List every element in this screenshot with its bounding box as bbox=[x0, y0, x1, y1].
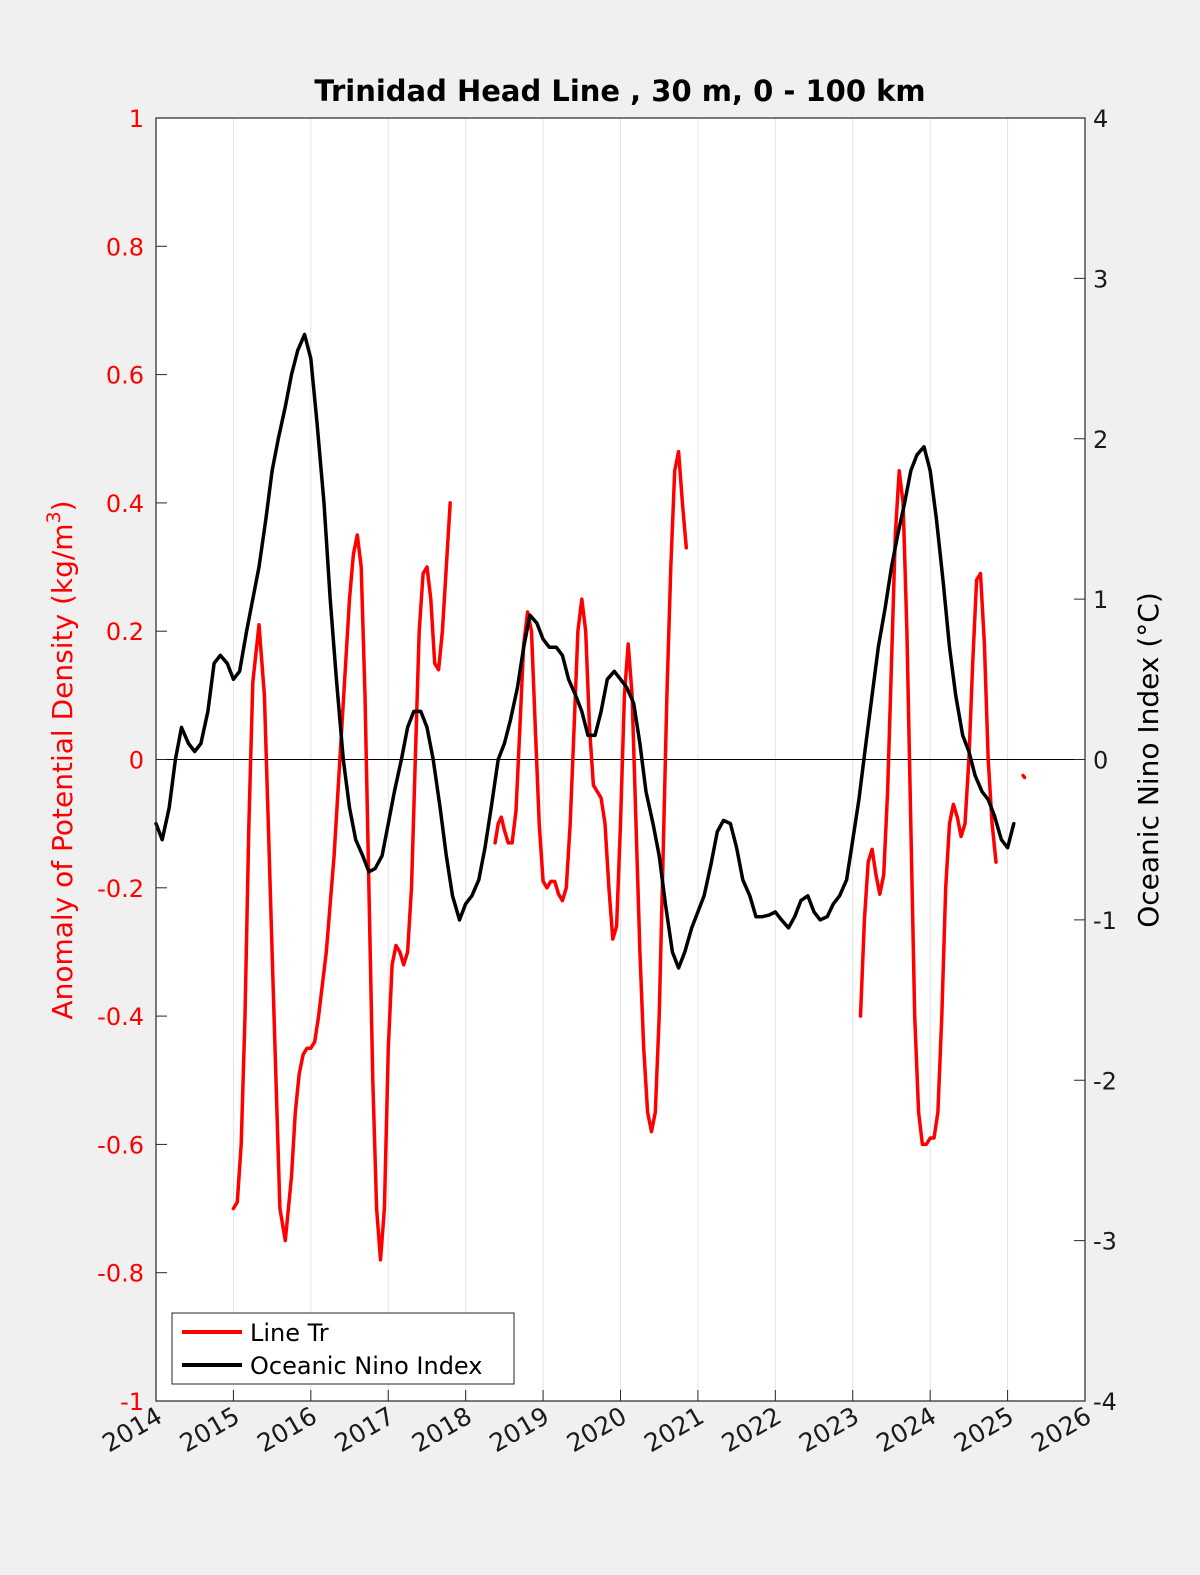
left-tick-label: 0.2 bbox=[106, 618, 144, 646]
left-tick-label: -0.4 bbox=[97, 1003, 144, 1031]
right-tick-label: 0 bbox=[1093, 747, 1108, 775]
right-tick-label: -4 bbox=[1093, 1388, 1117, 1416]
chart-title: Trinidad Head Line , 30 m, 0 - 100 km bbox=[314, 74, 925, 108]
left-tick-label: 1 bbox=[129, 105, 144, 133]
right-tick-label: -3 bbox=[1093, 1228, 1117, 1256]
legend-box bbox=[171, 1312, 515, 1385]
legend-label-line-tr: Line Tr bbox=[250, 1319, 329, 1347]
right-tick-label: 1 bbox=[1093, 586, 1108, 614]
series-line-segment bbox=[1021, 773, 1027, 780]
left-tick-label: -1 bbox=[120, 1388, 144, 1416]
left-tick-label: 0 bbox=[129, 747, 144, 775]
legend: Line Tr Oceanic Nino Index bbox=[171, 1312, 515, 1385]
right-y-axis: 4 3 2 1 0 -1 -2 -3 -4 bbox=[1074, 105, 1117, 1416]
series-line-segment bbox=[154, 332, 1016, 970]
right-tick-label: -1 bbox=[1093, 907, 1117, 935]
left-tick-label: 0.6 bbox=[106, 362, 144, 390]
right-tick-label: -2 bbox=[1093, 1067, 1117, 1095]
right-tick-label: 4 bbox=[1093, 105, 1108, 133]
series-layer bbox=[154, 332, 1027, 1262]
left-tick-label: -0.8 bbox=[97, 1260, 144, 1288]
right-tick-label: 2 bbox=[1093, 426, 1108, 454]
left-axis-label: Anomaly of Potential Density (kg/m3) bbox=[43, 500, 79, 1019]
series-line-segment bbox=[231, 501, 452, 1262]
left-y-axis: 1 0.8 0.6 0.4 0.2 0 -0.2 -0.4 -0.6 -0.8 -1 bbox=[97, 105, 167, 1416]
series-oceanic-nino-index bbox=[154, 332, 1016, 970]
series-line-segment bbox=[858, 469, 998, 1147]
left-tick-label: -0.6 bbox=[97, 1131, 144, 1159]
left-tick-label: 0.4 bbox=[106, 490, 144, 518]
right-tick-label: 3 bbox=[1093, 265, 1108, 293]
right-axis-label: Oceanic Nino Index (°C) bbox=[1132, 592, 1165, 928]
left-tick-label: -0.2 bbox=[97, 875, 144, 903]
left-tick-label: 0.8 bbox=[106, 233, 144, 261]
legend-label-oni: Oceanic Nino Index bbox=[250, 1352, 482, 1380]
